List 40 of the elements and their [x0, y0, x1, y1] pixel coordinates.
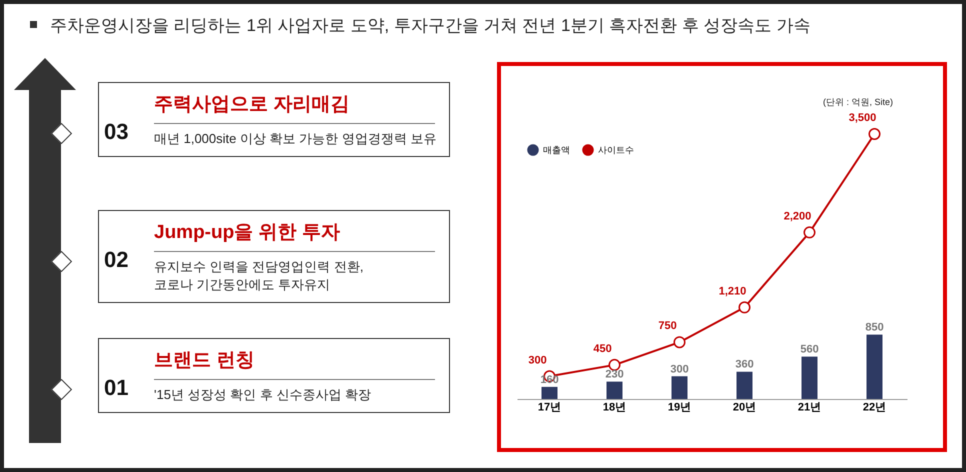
data-label: 850	[865, 322, 884, 334]
text: 매년 1,000site 이상 확보 가능한 영업경쟁력 보유	[154, 130, 438, 148]
bar	[672, 376, 688, 399]
data-label: 450	[593, 342, 612, 355]
data-label: 3,500	[848, 112, 876, 124]
text: 03	[104, 119, 128, 145]
text: 02	[104, 247, 128, 273]
x-tick-label: 22년	[862, 402, 886, 414]
x-tick-label: 21년	[798, 402, 822, 414]
data-label: 750	[658, 320, 677, 332]
text: Jump-up을 위한 투자	[154, 221, 341, 245]
data-label: 300	[670, 363, 689, 376]
x-tick-label: 19년	[668, 402, 692, 414]
text: 브랜드 런칭	[154, 349, 256, 373]
bar	[866, 334, 882, 399]
data-label: 230	[605, 368, 624, 381]
data-label: 2,200	[784, 210, 812, 222]
text: (단위 : 억원, Site)	[822, 96, 893, 109]
data-label: 360	[735, 358, 754, 371]
x-tick-label: 18년	[602, 402, 626, 414]
bar	[542, 386, 558, 399]
bar	[736, 372, 752, 399]
x-tick-label: 17년	[538, 402, 562, 414]
point	[868, 128, 880, 140]
bar	[606, 382, 622, 399]
legend-label: 매출액	[543, 145, 570, 155]
data-label: 560	[800, 344, 819, 356]
text: 주차운영시장을 리딩하는 1위 사업자로 도약, 투자구간을 거쳐 전년 1분기 흑자전환 후 성장속도 가속	[50, 15, 810, 37]
text: 유지보수 인력을 전담영업인력 전환, 코로나 기간동안에도 투자유지	[154, 258, 364, 294]
legend-label: 사이트수	[598, 145, 634, 155]
text: 주력사업으로 자리매김	[154, 93, 350, 117]
data-label: 1,210	[718, 285, 746, 298]
data-label: 300	[528, 354, 547, 366]
text: 01	[104, 375, 128, 401]
x-tick-label: 20년	[732, 402, 756, 414]
bar	[802, 356, 818, 399]
point	[738, 301, 750, 314]
point	[674, 336, 686, 348]
point	[804, 226, 816, 238]
text: '15년 성장성 확인 후 신수종사업 확장	[154, 386, 372, 404]
